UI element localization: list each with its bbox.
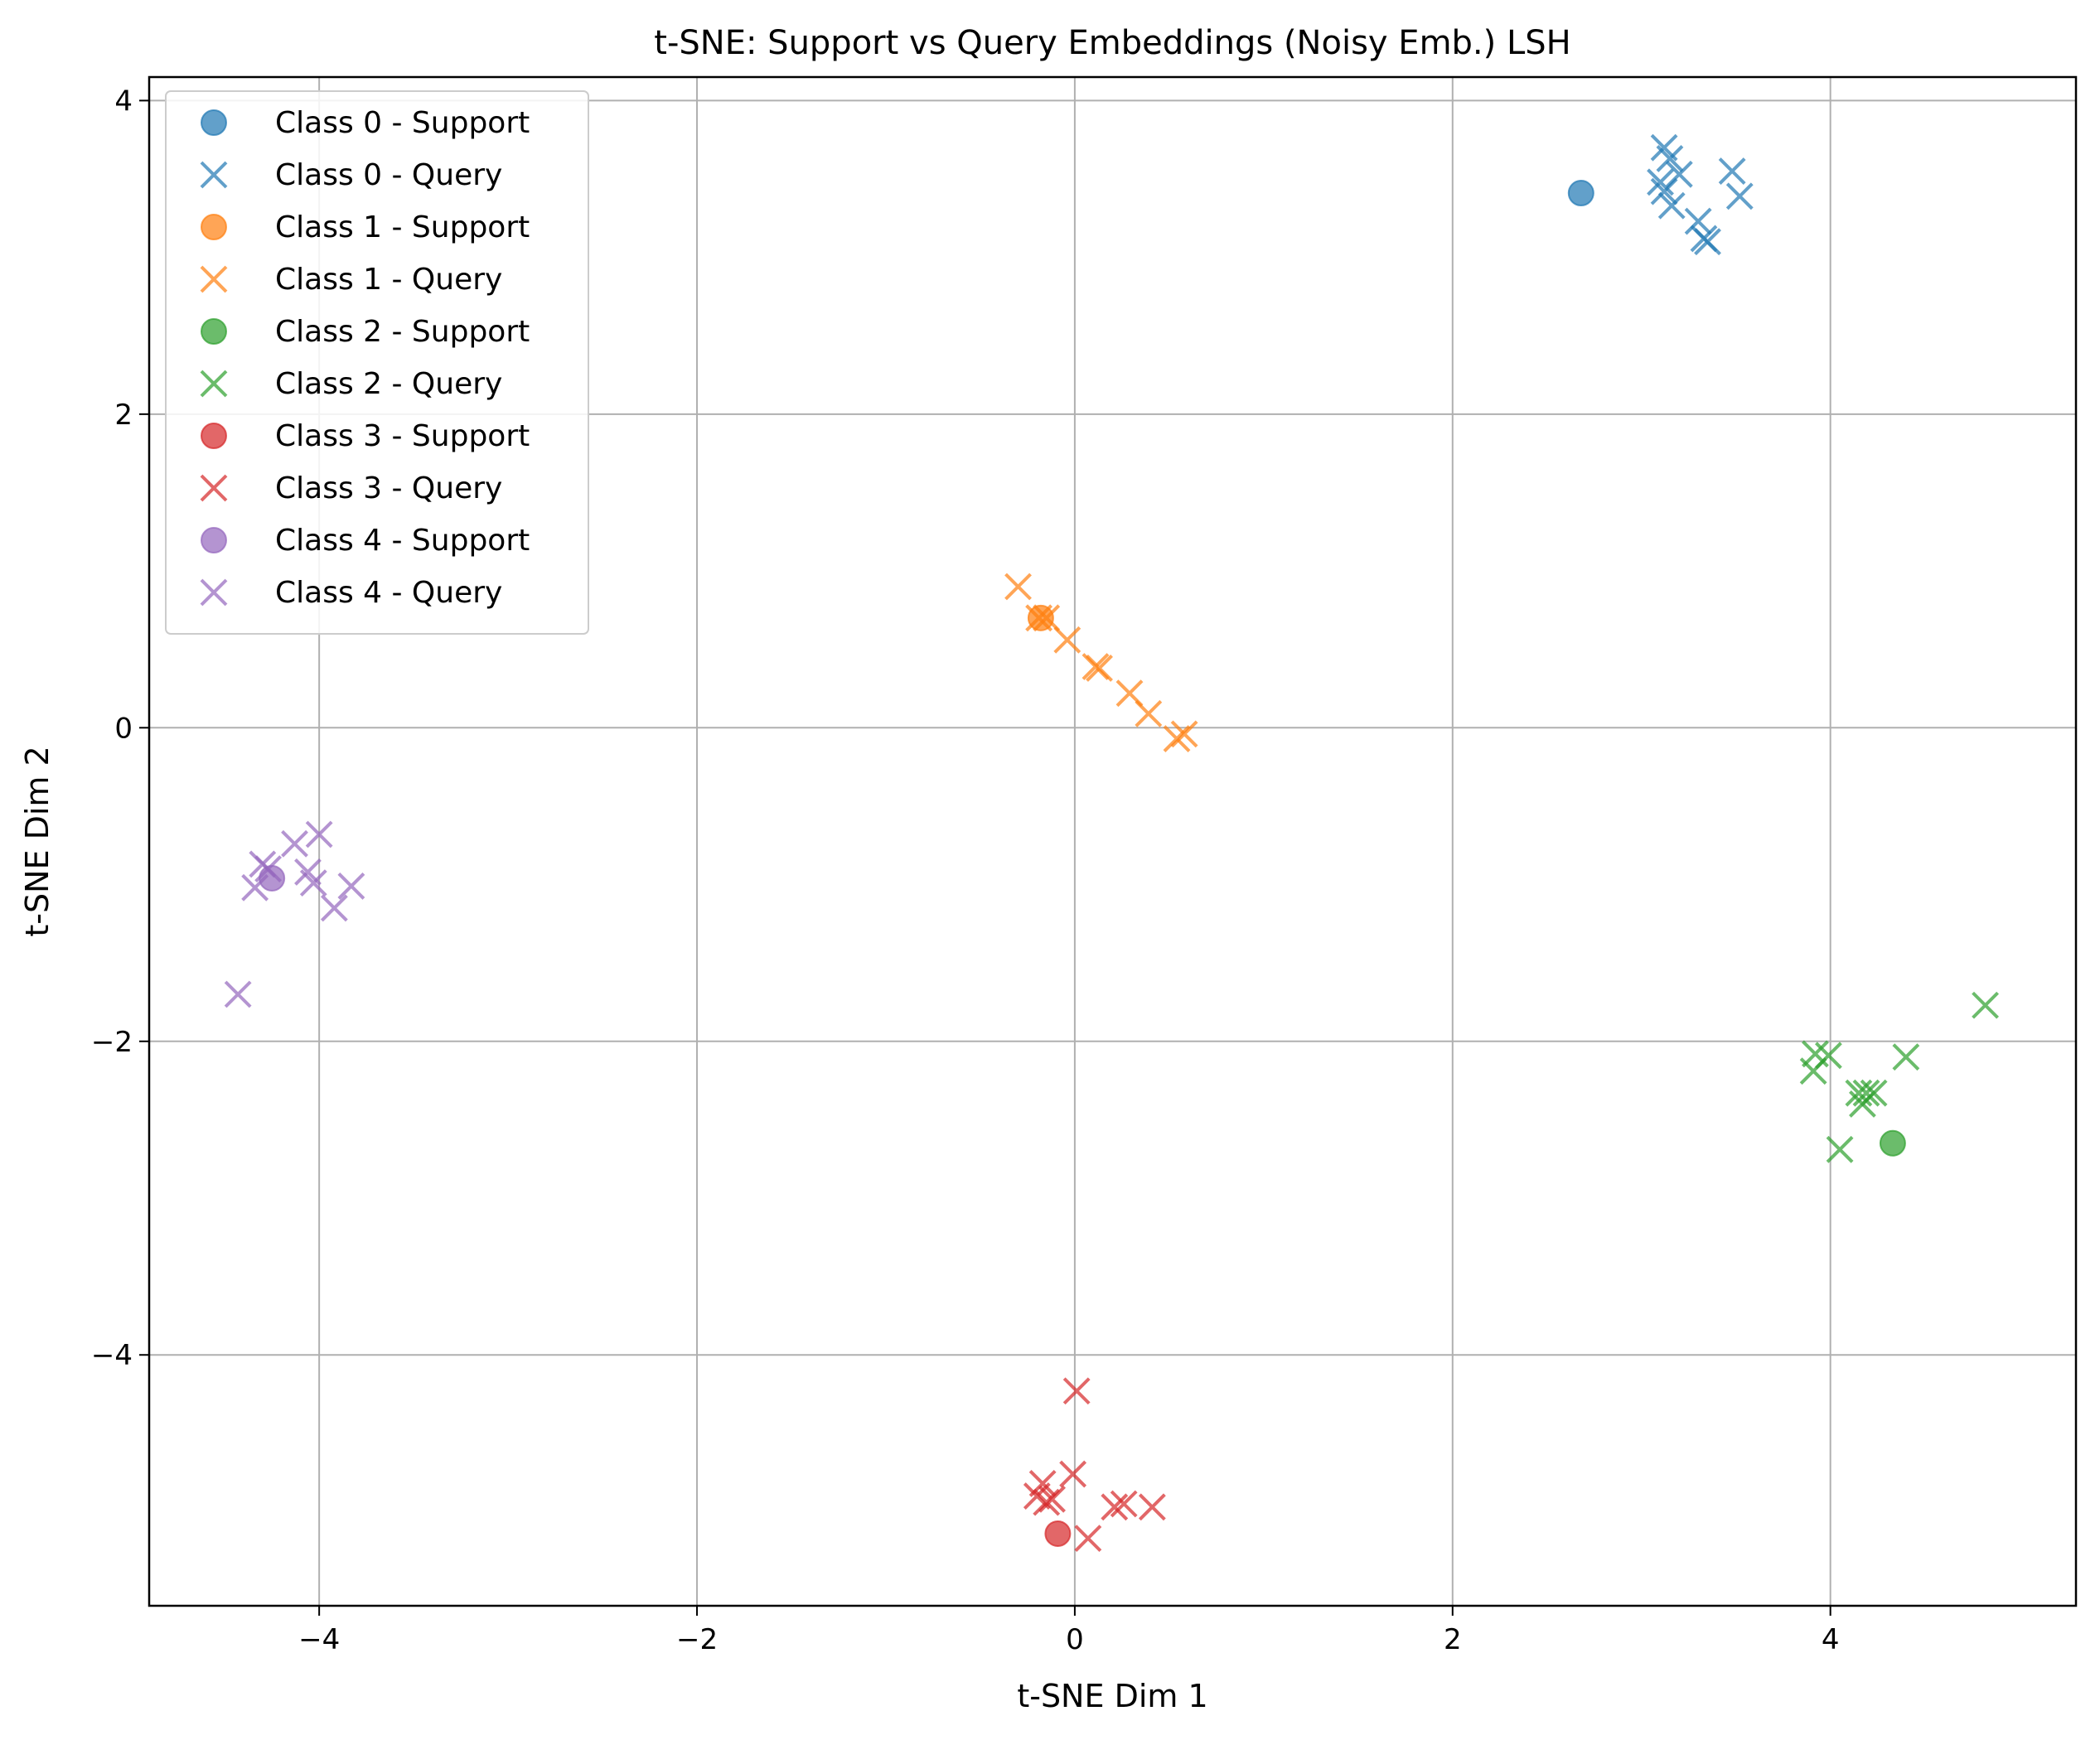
legend-label: Class 4 - Support [275, 524, 530, 558]
y-tick-label: −2 [91, 1026, 133, 1059]
query-point [299, 869, 327, 897]
query-point [1725, 182, 1754, 210]
legend-marker [201, 109, 227, 136]
query-point [305, 820, 333, 848]
query-point [1038, 1485, 1066, 1513]
series-6 [1044, 1520, 1072, 1547]
query-point [1059, 1460, 1087, 1488]
x-tick-label: 0 [1066, 1623, 1084, 1656]
query-point [1074, 1525, 1102, 1553]
chart-title: t-SNE: Support vs Query Embeddings (Nois… [654, 24, 1570, 62]
query-point [1033, 1488, 1061, 1516]
x-tick-label: −4 [298, 1623, 340, 1656]
series-9 [224, 820, 365, 1008]
support-point [1879, 1129, 1906, 1157]
plot-frame [148, 75, 2078, 1607]
legend-marker [201, 318, 227, 345]
y-axis-title: t-SNE Dim 2 [19, 746, 56, 936]
query-point [1849, 1090, 1876, 1118]
legend-marker [201, 527, 227, 553]
series-1 [1647, 133, 1754, 256]
legend-marker [201, 423, 227, 449]
y-tick-label: 0 [114, 712, 133, 745]
query-point [1170, 720, 1198, 748]
query-point [1665, 160, 1693, 188]
query-point [1004, 573, 1032, 601]
y-tick-label: 4 [114, 85, 133, 118]
query-point [1025, 604, 1053, 632]
query-point [281, 829, 308, 858]
legend-label: Class 1 - Support [275, 210, 530, 244]
query-point [254, 855, 283, 883]
query-point [1163, 725, 1191, 752]
query-point [337, 872, 365, 900]
y-tick-label: 2 [114, 399, 133, 432]
legend-box [165, 90, 589, 635]
series-7 [1023, 1377, 1166, 1553]
legend-marker [200, 578, 228, 607]
legend-label: Class 1 - Query [275, 263, 502, 297]
legend-marker [200, 474, 228, 502]
legend-label: Class 2 - Support [275, 315, 530, 349]
query-point [1684, 207, 1712, 235]
legend-marker [201, 214, 227, 240]
support-point [1044, 1520, 1072, 1547]
legend-label: Class 4 - Query [275, 576, 502, 610]
support-point [1567, 180, 1594, 207]
query-point [1053, 626, 1081, 654]
legend-label: Class 0 - Support [275, 106, 530, 140]
series-3 [1004, 573, 1198, 752]
legend-marker [200, 161, 228, 189]
query-point [1647, 168, 1674, 196]
x-tick-label: −2 [676, 1623, 718, 1656]
query-point [241, 873, 269, 901]
query-point [1656, 144, 1684, 172]
query-point [224, 980, 252, 1008]
legend-label: Class 3 - Support [275, 419, 530, 453]
query-point [1101, 1493, 1129, 1521]
legend-marker [200, 370, 228, 398]
series-4 [1879, 1129, 1906, 1157]
series-5 [1799, 991, 2000, 1163]
query-point [1086, 654, 1113, 682]
x-axis-title: t-SNE Dim 1 [1017, 1678, 1207, 1714]
query-point [1799, 1057, 1827, 1085]
query-point [1062, 1377, 1091, 1405]
query-point [1110, 1490, 1138, 1518]
query-point [1135, 699, 1163, 727]
query-point [1892, 1043, 1920, 1071]
data-points [224, 133, 2000, 1553]
series-0 [1567, 180, 1594, 207]
query-point [1138, 1493, 1166, 1521]
query-point [1657, 191, 1686, 220]
axis-ticks: −4 −2 0 2 4 −4 −2 0 2 4 [91, 85, 1840, 1656]
query-point [1694, 228, 1721, 256]
x-tick-label: 2 [1444, 1623, 1462, 1656]
y-tick-label: −4 [91, 1339, 133, 1372]
legend-marker [200, 265, 228, 293]
legend: Class 0 - Support Class 0 - Query Class 1 … [165, 90, 589, 635]
legend-label: Class 0 - Query [275, 158, 502, 192]
query-point [1718, 157, 1746, 185]
query-point [320, 894, 348, 922]
query-point [1826, 1135, 1854, 1163]
query-point [1033, 604, 1061, 632]
x-tick-label: 4 [1822, 1623, 1840, 1656]
legend-label: Class 2 - Query [275, 367, 502, 401]
legend-label: Class 3 - Query [275, 471, 502, 505]
query-point [1972, 991, 2000, 1019]
